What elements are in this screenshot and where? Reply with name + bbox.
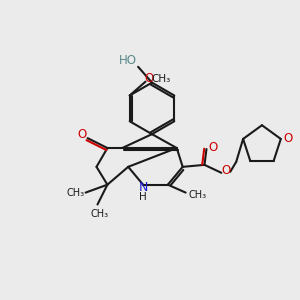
- Text: CH₃: CH₃: [152, 74, 171, 84]
- Text: O: O: [145, 72, 154, 85]
- Text: CH₃: CH₃: [90, 209, 109, 219]
- Text: H: H: [139, 192, 147, 202]
- Text: N: N: [138, 181, 148, 194]
- Text: HO: HO: [119, 54, 137, 67]
- Text: O: O: [77, 128, 86, 141]
- Text: O: O: [222, 164, 231, 177]
- Text: O: O: [283, 132, 292, 146]
- Text: CH₃: CH₃: [188, 190, 207, 200]
- Text: O: O: [209, 140, 218, 154]
- Text: CH₃: CH₃: [67, 188, 85, 198]
